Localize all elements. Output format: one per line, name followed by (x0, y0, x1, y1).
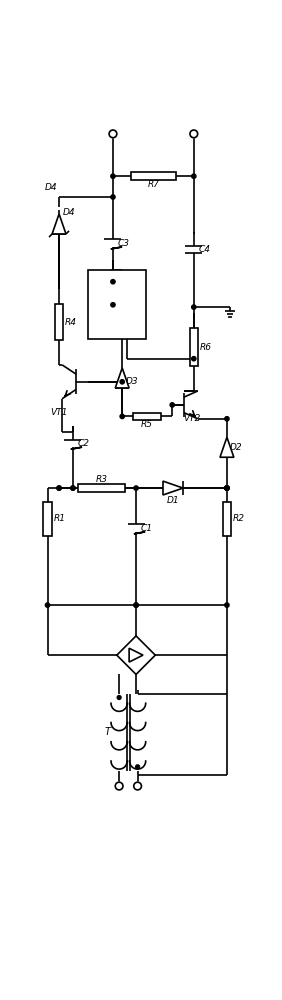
Circle shape (111, 280, 115, 284)
Circle shape (225, 486, 229, 490)
Text: R7: R7 (147, 180, 159, 189)
Polygon shape (117, 636, 155, 674)
Circle shape (134, 486, 138, 490)
Bar (78, 484, 125, 492)
Circle shape (111, 195, 115, 199)
Text: C4: C4 (199, 245, 210, 254)
Circle shape (225, 603, 229, 607)
Circle shape (71, 486, 75, 490)
Circle shape (225, 417, 229, 421)
Text: D1: D1 (167, 496, 179, 505)
Circle shape (117, 696, 121, 699)
Circle shape (192, 305, 196, 309)
Text: GND: GND (127, 295, 136, 314)
Bar (43, 502, 52, 536)
Circle shape (136, 765, 140, 769)
Circle shape (192, 357, 196, 361)
Text: VT1: VT1 (50, 408, 68, 417)
Polygon shape (163, 481, 183, 495)
Text: D4: D4 (63, 208, 76, 217)
Text: D4: D4 (45, 183, 58, 192)
Circle shape (120, 414, 124, 419)
Circle shape (192, 174, 196, 178)
Circle shape (170, 403, 174, 407)
Text: U: U (124, 651, 130, 660)
Text: T: T (105, 727, 111, 737)
Polygon shape (220, 437, 234, 457)
Text: R2: R2 (233, 514, 245, 523)
Bar (131, 172, 176, 180)
Circle shape (111, 303, 115, 307)
Text: C3: C3 (118, 239, 129, 248)
Polygon shape (52, 214, 66, 234)
Text: R5: R5 (141, 420, 153, 429)
Circle shape (225, 486, 229, 490)
Text: U1: U1 (130, 276, 142, 285)
Text: C2: C2 (78, 439, 90, 448)
Bar (88, 270, 146, 339)
Circle shape (190, 130, 198, 138)
Circle shape (120, 380, 124, 384)
Text: VT2: VT2 (183, 414, 200, 423)
Circle shape (71, 486, 75, 490)
Text: R6: R6 (200, 343, 212, 352)
Bar (133, 413, 161, 420)
Bar (55, 304, 63, 340)
Circle shape (134, 603, 138, 607)
Circle shape (225, 486, 229, 490)
Circle shape (45, 603, 50, 607)
Circle shape (134, 603, 138, 607)
Circle shape (115, 782, 123, 790)
Circle shape (109, 130, 117, 138)
Text: IN: IN (98, 293, 107, 302)
Text: R4: R4 (65, 318, 77, 327)
Text: R3: R3 (95, 475, 107, 484)
Text: D3: D3 (126, 377, 139, 386)
Text: D2: D2 (230, 443, 243, 452)
Circle shape (134, 782, 142, 790)
Circle shape (225, 486, 229, 490)
Text: R1: R1 (54, 514, 66, 523)
Text: OUT: OUT (111, 296, 120, 314)
Text: C1: C1 (141, 524, 153, 533)
Polygon shape (129, 648, 143, 662)
Circle shape (111, 174, 115, 178)
Polygon shape (115, 368, 129, 388)
Bar (190, 328, 198, 366)
Bar (223, 502, 231, 536)
Circle shape (57, 486, 61, 490)
Circle shape (57, 486, 61, 490)
